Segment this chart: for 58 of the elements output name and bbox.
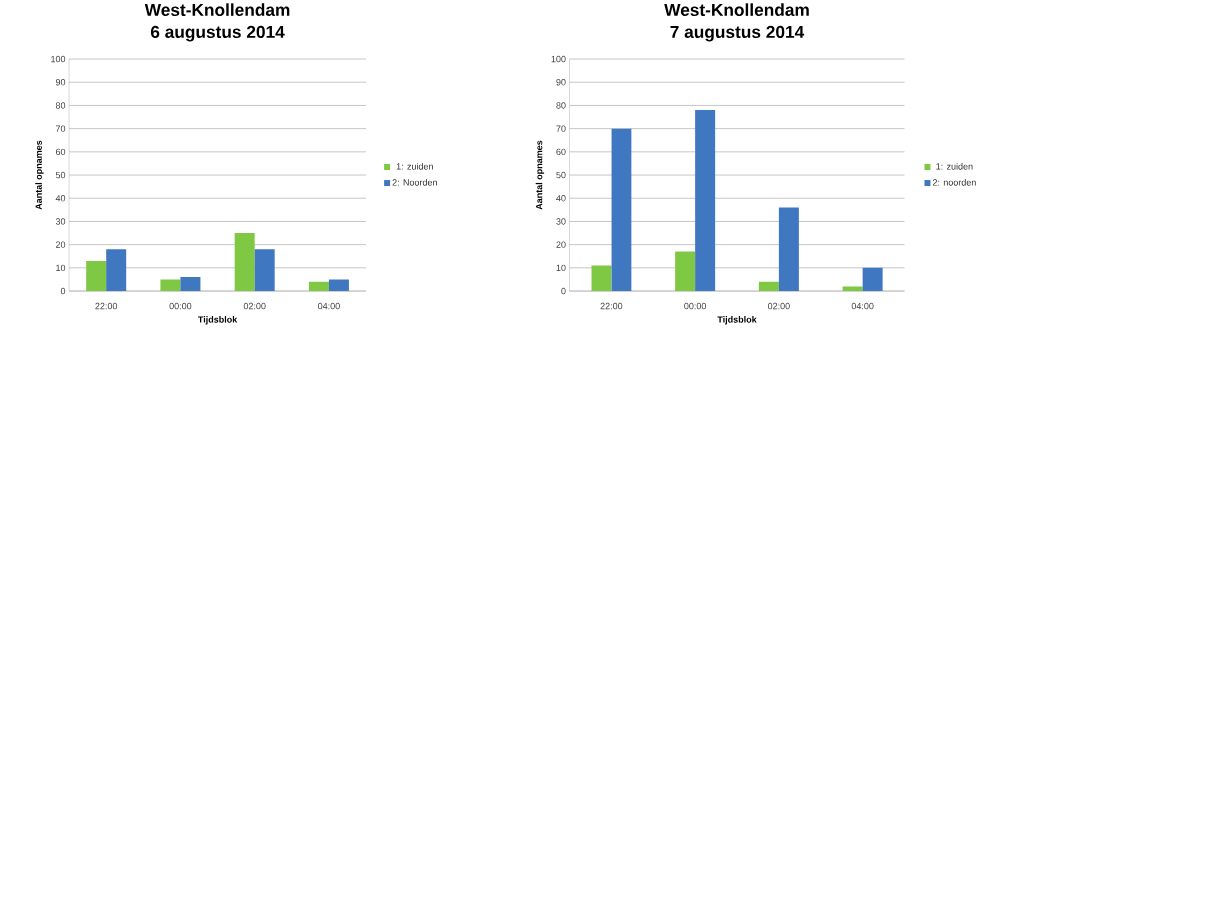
bar [611, 128, 632, 291]
y-tick-label: 40 [55, 194, 66, 202]
y-tick-label: 0 [561, 287, 566, 295]
y-tick-label: 60 [556, 148, 566, 155]
x-tick-label: 02:00 [243, 302, 266, 310]
x-tick-label: 00:00 [684, 302, 707, 310]
y-tick-label: 30 [556, 218, 566, 225]
y-tick-label: 50 [556, 171, 566, 179]
bar [675, 251, 696, 291]
legend-label: 2: Noorden [392, 178, 437, 186]
legend-label: 1: zuiden [936, 162, 973, 170]
y-tick-label: 100 [51, 55, 66, 63]
y-tick-label: 0 [60, 287, 66, 295]
y-tick-label: 20 [556, 241, 566, 248]
bar [842, 286, 863, 291]
bar [328, 279, 349, 291]
y-tick-label: 10 [56, 264, 66, 271]
chart-subtitle: 7 augustus 2014 [670, 25, 805, 42]
bar [106, 249, 127, 291]
bar [862, 267, 883, 291]
x-tick-label: 22:00 [600, 302, 623, 310]
y-axis-title: Aantal opnames [535, 140, 545, 210]
bar [308, 281, 329, 291]
bar [695, 110, 716, 291]
bar [234, 232, 255, 291]
chart-subtitle: 6 augustus 2014 [150, 25, 285, 42]
y-tick-label: 90 [55, 78, 66, 86]
y-tick-label: 30 [55, 218, 66, 225]
x-tick-label: 00:00 [169, 302, 192, 310]
x-tick-label: 02:00 [767, 302, 790, 310]
bar [591, 265, 612, 291]
x-tick-label: 04:00 [318, 302, 340, 310]
y-tick-label: 100 [551, 55, 566, 63]
bar [160, 279, 181, 291]
y-tick-label: 80 [55, 102, 66, 109]
y-tick-label: 20 [55, 241, 66, 248]
y-tick-label: 40 [556, 194, 566, 202]
x-axis-title: Tijdsblok [717, 316, 757, 325]
y-axis-title: Aantal opnames [35, 140, 44, 210]
chart-title: West-Knollendam [144, 3, 290, 16]
x-tick-label: 22:00 [95, 302, 118, 310]
y-tick-label: 70 [55, 125, 66, 132]
bar [86, 260, 107, 291]
y-tick-label: 70 [556, 125, 566, 132]
bar [758, 281, 779, 291]
y-tick-label: 90 [556, 78, 566, 86]
x-axis-title: Tijdsblok [197, 316, 238, 325]
bar [778, 207, 799, 291]
y-tick-label: 50 [55, 171, 66, 179]
y-tick-label: 80 [556, 102, 566, 109]
x-tick-label: 04:00 [851, 302, 874, 310]
bar [254, 249, 275, 291]
bar [180, 277, 201, 291]
y-tick-label: 10 [556, 264, 566, 271]
chart-title: West-Knollendam [664, 3, 809, 16]
legend-label: 2: noorden [932, 178, 976, 186]
y-tick-label: 60 [55, 148, 66, 155]
legend-label: 1: zuiden [396, 162, 433, 170]
